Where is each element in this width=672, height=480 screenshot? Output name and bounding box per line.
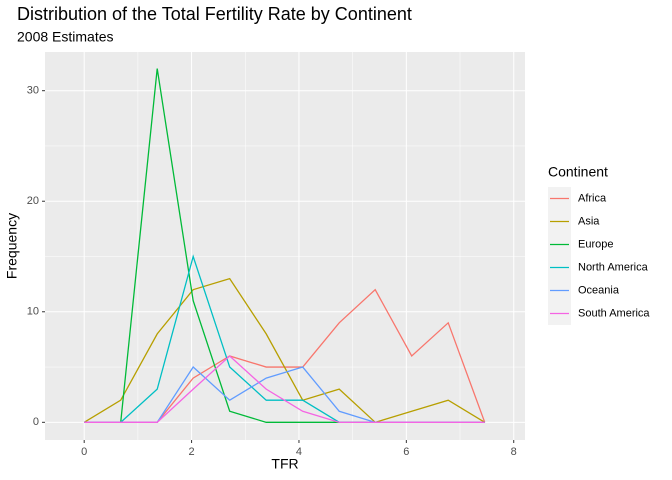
y-tick-label: 20 — [27, 195, 39, 207]
series-line — [83, 277, 486, 424]
chart-subtitle: 2008 Estimates — [17, 29, 114, 45]
plot-panel — [45, 52, 525, 440]
x-tick-label: 2 — [189, 446, 195, 458]
legend-label: Asia — [578, 215, 600, 227]
legend-title: Continent — [548, 164, 608, 180]
legend-label: Europe — [578, 238, 613, 250]
x-tick-label: 0 — [81, 446, 87, 458]
y-tick-label: 10 — [27, 306, 39, 318]
x-axis-title: TFR — [271, 456, 298, 472]
legend-label: Africa — [578, 192, 607, 204]
series-line — [84, 355, 485, 423]
legend-label: North America — [578, 261, 649, 273]
x-tick-label: 6 — [403, 446, 409, 458]
legend-label: Oceania — [578, 284, 620, 296]
y-tick-label: 0 — [33, 416, 39, 428]
y-tick-label: 30 — [27, 85, 39, 97]
x-tick-label: 4 — [296, 446, 302, 458]
y-axis-title: Frequency — [4, 213, 20, 279]
legend-label: South America — [578, 307, 650, 319]
chart-title: Distribution of the Total Fertility Rate… — [17, 4, 412, 24]
x-tick-label: 8 — [511, 446, 517, 458]
